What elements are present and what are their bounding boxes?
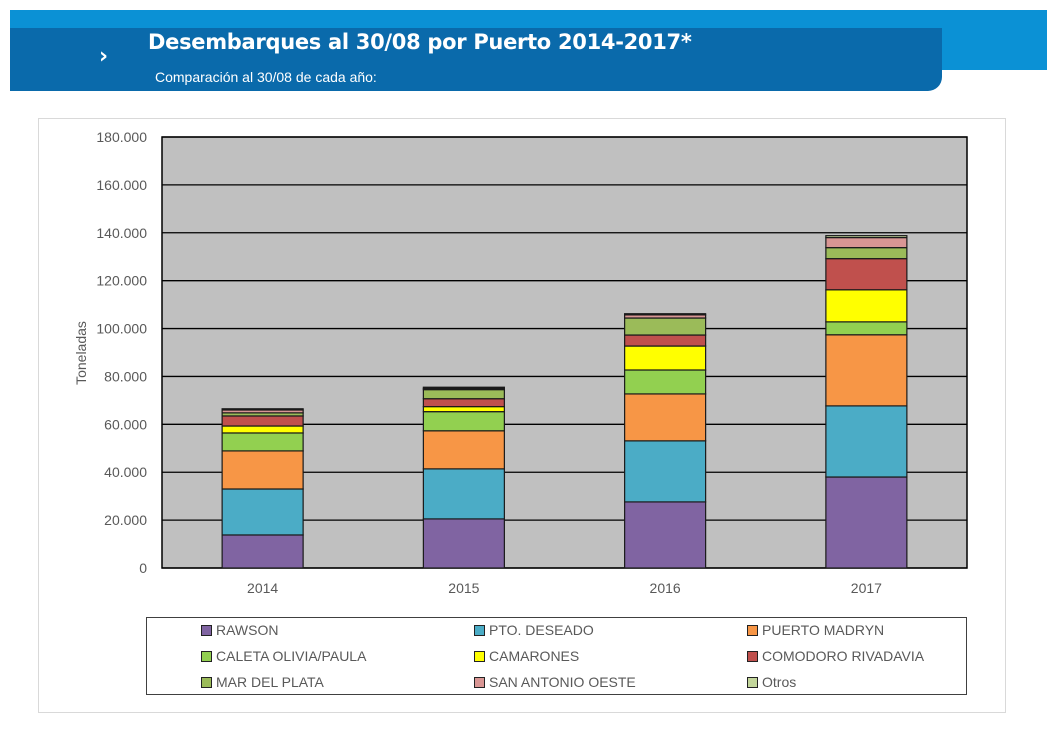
legend-item: COMODORO RIVADAVIA: [747, 648, 924, 664]
bar-segment-camarones-2017: [825, 289, 908, 323]
y-tick-label: 140.000: [96, 225, 147, 241]
bar-stack-2016: [624, 313, 707, 569]
legend-item: RAWSON: [201, 622, 278, 638]
bar-segment-rawson-2016: [624, 501, 707, 569]
bar-segment-pto-deseado-2016: [624, 440, 707, 503]
bar-segment-camarones-2014: [221, 425, 304, 434]
header-band: [10, 28, 942, 91]
bar-segment-san-antonio-oeste-2017: [825, 236, 908, 249]
legend-item: CALETA OLIVIA/PAULA: [201, 648, 366, 664]
bar-segment-pto-deseado-2017: [825, 405, 908, 478]
legend-item: CAMARONES: [474, 648, 579, 664]
y-tick-label: 80.000: [104, 368, 147, 384]
bar-segment-otros-2015: [422, 386, 505, 390]
x-tick-label: 2015: [448, 580, 479, 596]
legend-swatch: [474, 676, 485, 688]
y-tick-label: 100.000: [96, 321, 147, 337]
x-tick-label: 2014: [247, 580, 278, 596]
bar-segment-comodoro-rivadavia-2017: [825, 258, 908, 291]
legend-item: Otros: [747, 674, 796, 690]
bar-segment-pto-deseado-2014: [221, 488, 304, 536]
legend-item: SAN ANTONIO OESTE: [474, 674, 636, 690]
bar-segment-mar-del-plata-2016: [624, 317, 707, 336]
legend-label: PUERTO MADRYN: [762, 622, 885, 638]
bar-segment-camarones-2016: [624, 345, 707, 371]
chart-legend: RAWSON PTO. DESEADO PUERTO MADRYN CALETA OL…: [146, 617, 967, 695]
legend-label: COMODORO RIVADAVIA: [762, 648, 925, 664]
bar-segment-caleta-olivia-paula-2014: [221, 432, 304, 452]
bar-segment-mar-del-plata-2015: [422, 389, 505, 400]
x-tick-label: 2016: [650, 580, 681, 596]
y-tick-label: 0: [139, 560, 147, 576]
bar-segment-caleta-olivia-paula-2015: [422, 411, 505, 432]
legend-swatch: [747, 650, 758, 662]
bar-segment-puerto-madryn-2016: [624, 393, 707, 442]
bar-segment-rawson-2014: [221, 534, 304, 569]
y-tick-label: 120.000: [96, 273, 147, 289]
y-tick-label: 60.000: [104, 416, 147, 432]
bar-segment-puerto-madryn-2015: [422, 430, 505, 470]
page-subtitle: Comparación al 30/08 de cada año:: [155, 69, 377, 85]
bar-segment-caleta-olivia-paula-2017: [825, 321, 908, 336]
bar-segment-mar-del-plata-2017: [825, 247, 908, 260]
legend-swatch: [747, 676, 758, 688]
y-axis-label: Toneladas: [73, 321, 89, 385]
legend-label: SAN ANTONIO OESTE: [489, 674, 636, 690]
legend-label: CALETA OLIVIA/PAULA: [216, 648, 367, 664]
legend-label: Otros: [762, 674, 797, 690]
bar-segment-rawson-2017: [825, 476, 908, 569]
legend-swatch: [201, 650, 212, 662]
legend-item: MAR DEL PLATA: [201, 674, 324, 690]
bar-segment-caleta-olivia-paula-2016: [624, 369, 707, 395]
y-tick-label: 40.000: [104, 464, 147, 480]
chevron-right-icon[interactable]: ›: [99, 44, 109, 69]
x-tick-label: 2017: [851, 580, 882, 596]
legend-swatch: [201, 676, 212, 688]
legend-swatch: [747, 624, 758, 636]
bar-segment-camarones-2015: [422, 406, 505, 413]
bar-segment-puerto-madryn-2014: [221, 450, 304, 490]
legend-label: CAMARONES: [489, 648, 580, 664]
bar-segment-comodoro-rivadavia-2015: [422, 398, 505, 408]
bar-segment-comodoro-rivadavia-2014: [221, 415, 304, 427]
bar-stack-2014: [221, 408, 304, 569]
legend-label: RAWSON: [216, 622, 279, 638]
legend-label: MAR DEL PLATA: [216, 674, 324, 690]
legend-swatch: [474, 624, 485, 636]
y-tick-label: 160.000: [96, 177, 147, 193]
bar-segment-comodoro-rivadavia-2016: [624, 334, 707, 347]
bar-segment-pto-deseado-2015: [422, 468, 505, 520]
legend-item: PUERTO MADRYN: [747, 622, 884, 638]
legend-item: PTO. DESEADO: [474, 622, 594, 638]
bar-segment-puerto-madryn-2017: [825, 334, 908, 407]
bar-segment-rawson-2015: [422, 518, 505, 569]
bar-stack-2015: [422, 386, 505, 569]
legend-swatch: [474, 650, 485, 662]
y-tick-label: 20.000: [104, 512, 147, 528]
bar-stack-2017: [825, 235, 908, 569]
bar-segment-otros-2014: [221, 408, 304, 411]
legend-label: PTO. DESEADO: [489, 622, 594, 638]
bar-segment-otros-2016: [624, 313, 707, 316]
page-title: Desembarques al 30/08 por Puerto 2014-20…: [148, 30, 692, 54]
legend-swatch: [201, 624, 212, 636]
y-tick-label: 180.000: [96, 129, 147, 145]
bar-segment-otros-2017: [825, 235, 908, 239]
